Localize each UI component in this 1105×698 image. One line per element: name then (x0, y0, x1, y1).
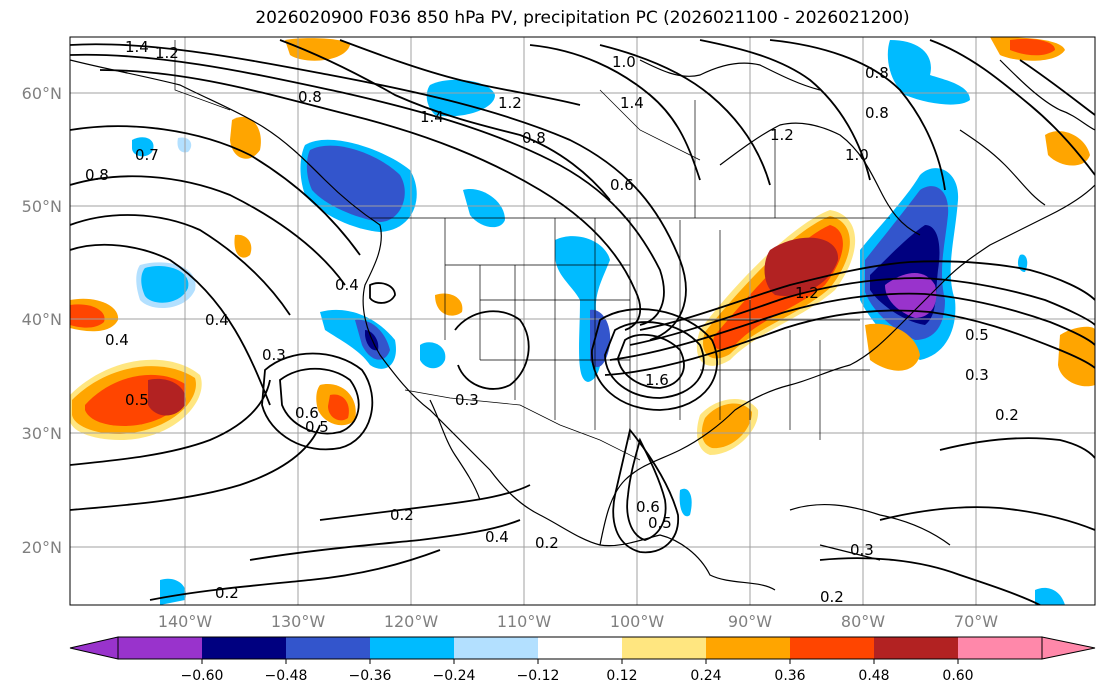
colorbar-tick-label: −0.24 (433, 668, 476, 684)
lon-label: 70°W (954, 612, 998, 631)
lon-label: 120°W (384, 612, 439, 631)
colorbar-high-extension (1041, 636, 1096, 660)
contour-label: 1.2 (770, 126, 794, 144)
contour-label: 0.8 (522, 129, 546, 147)
colorbar-segment (118, 637, 202, 659)
pv-contours (70, 39, 1095, 605)
contour-label: 1.4 (620, 94, 644, 112)
colorbar-segment (958, 637, 1042, 659)
colorbar-tick-label: −0.36 (349, 668, 392, 684)
lon-label: 90°W (728, 612, 772, 631)
lon-label: 100°W (610, 612, 665, 631)
colorbar-segment (790, 637, 874, 659)
colorbar-segment (202, 637, 286, 659)
contour-label: 0.4 (205, 311, 229, 329)
lat-label: 50°N (22, 197, 62, 216)
contour-label: 1.2 (155, 44, 179, 62)
contour-label: 0.2 (535, 534, 559, 552)
colorbar-segment (454, 637, 538, 659)
colorbar-tick-label: −0.48 (265, 668, 308, 684)
contour-label: 0.6 (610, 176, 634, 194)
lon-label: 130°W (271, 612, 326, 631)
contour-label: 0.8 (865, 104, 889, 122)
colorbar-tick-label: 0.60 (942, 668, 973, 684)
colorbar-segment (622, 637, 706, 659)
contour-label: 1.2 (498, 94, 522, 112)
lon-label: 140°W (158, 612, 213, 631)
political-borders (174, 40, 890, 461)
contour-label: 0.4 (485, 528, 509, 546)
lat-label: 30°N (22, 424, 62, 443)
colorbar-segment (286, 637, 370, 659)
colorbar-tick-label: 0.24 (690, 668, 721, 684)
contour-label: 0.8 (298, 88, 322, 106)
contour-label: 0.8 (865, 64, 889, 82)
colorbar-tick-label: −0.12 (517, 668, 560, 684)
contour-labels: 1.4 1.2 0.8 1.4 1.2 0.8 1.0 1.4 0.8 1.2 … (85, 38, 1019, 606)
colorbar-segment (706, 637, 790, 659)
contour-label: 0.3 (850, 541, 874, 559)
contour-label: 0.8 (85, 166, 109, 184)
contour-label: 0.2 (390, 506, 414, 524)
lon-label: 110°W (497, 612, 552, 631)
contour-label: 1.0 (612, 53, 636, 71)
contour-label: 0.4 (335, 276, 359, 294)
contour-label: 0.3 (262, 346, 286, 364)
contour-label: 0.3 (455, 391, 479, 409)
contour-label: 0.2 (820, 588, 844, 606)
contour-label: 1.4 (420, 108, 444, 126)
contour-label: 0.5 (965, 326, 989, 344)
colorbar-tick-label: −0.60 (181, 668, 224, 684)
lon-label: 80°W (841, 612, 885, 631)
lat-label: 20°N (22, 538, 62, 557)
plot-frame (69, 36, 1096, 606)
colorbar-low-extension (69, 636, 119, 660)
contour-label: 0.3 (965, 366, 989, 384)
colorbar-segment (370, 637, 454, 659)
lat-label: 60°N (22, 84, 62, 103)
plot-title: 2026020900 F036 850 hPa PV, precipitatio… (255, 8, 910, 28)
contour-label: 1.4 (125, 38, 149, 56)
latitude-labels: 60°N 50°N 40°N 30°N 20°N (22, 84, 62, 557)
colorbar-tick-label: 0.48 (858, 668, 889, 684)
contour-label: 0.7 (135, 146, 159, 164)
contour-label: 0.5 (125, 391, 149, 409)
colorbar: −0.60 −0.48 −0.36 −0.24 −0.12 0.12 0.24 … (69, 636, 1096, 684)
longitude-labels: 140°W 130°W 120°W 110°W 100°W 90°W 80°W … (158, 612, 998, 631)
colorbar-tick-label: 0.36 (774, 668, 805, 684)
contour-label: 0.6 (295, 404, 319, 422)
contour-label: 0.5 (648, 514, 672, 532)
contour-label: 0.4 (105, 331, 129, 349)
contour-label: 1.6 (645, 371, 669, 389)
contour-label: 0.6 (636, 498, 660, 516)
contour-label: 1.2 (795, 284, 819, 302)
colorbar-segment (538, 637, 622, 659)
colorbar-segment (874, 637, 958, 659)
colorbar-tick-label: 0.12 (606, 668, 637, 684)
contour-label: 1.0 (845, 146, 869, 164)
contour-label: 0.2 (215, 584, 239, 602)
contour-label: 0.2 (995, 406, 1019, 424)
contour-label: 0.5 (305, 418, 329, 436)
lat-label: 40°N (22, 310, 62, 329)
shaded-anomalies (70, 37, 1095, 605)
